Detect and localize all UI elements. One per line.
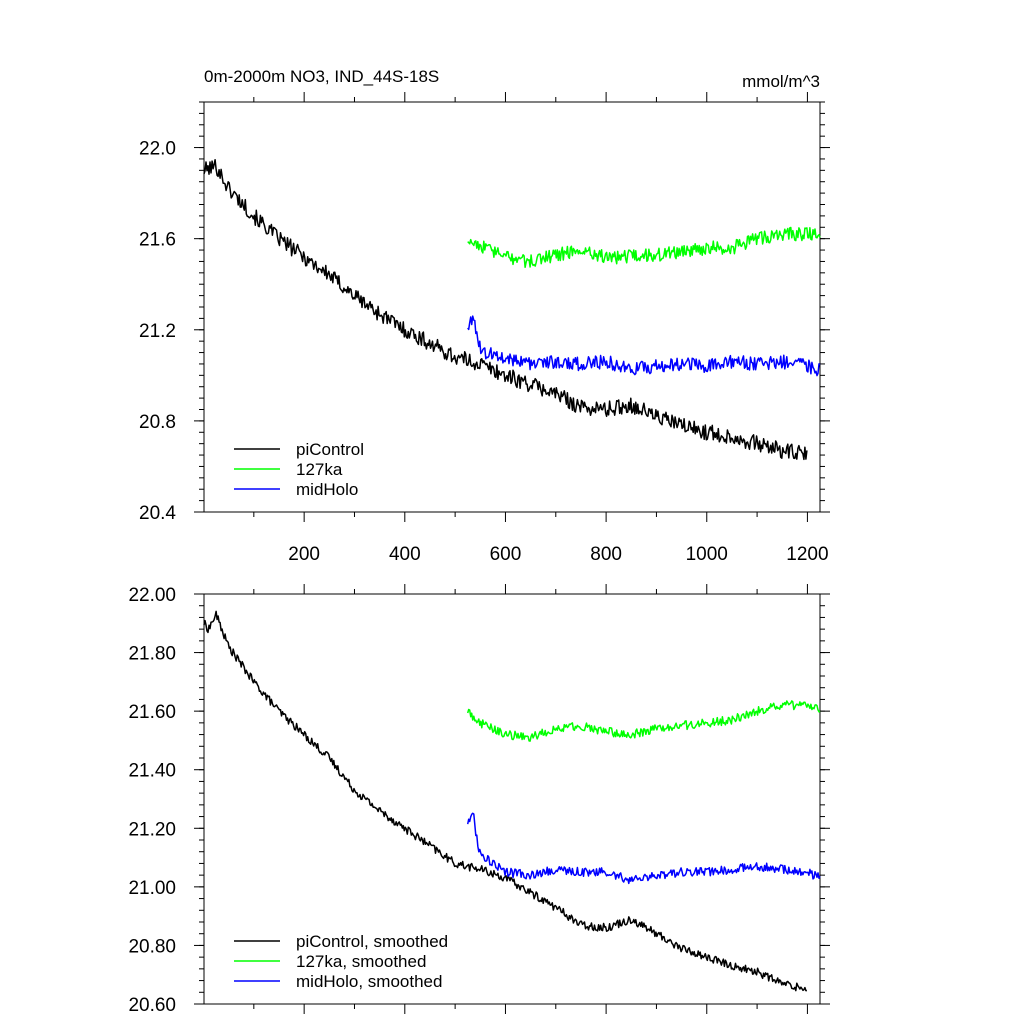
y-tick-label: 21.80 bbox=[128, 644, 176, 665]
series-line-0 bbox=[203, 610, 807, 992]
series-line-1 bbox=[467, 226, 821, 269]
legend-label: midHolo bbox=[296, 480, 358, 499]
top-panel: 0m-2000m NO3, IND_44S-18S mmol/m^3 20.4 2… bbox=[139, 67, 830, 565]
plot-frame bbox=[203, 593, 821, 1005]
x-tick-label: 800 bbox=[590, 544, 622, 565]
x-tick-label: 200 bbox=[288, 544, 320, 565]
series-line-1 bbox=[466, 700, 821, 742]
series-line-0 bbox=[203, 158, 808, 461]
x-tick-label: 600 bbox=[490, 544, 522, 565]
y-tick-label: 20.4 bbox=[139, 503, 176, 524]
x-tick-label: 400 bbox=[389, 544, 421, 565]
y-tick-label: 22.00 bbox=[128, 585, 176, 606]
chart-title: 0m-2000m NO3, IND_44S-18S bbox=[204, 67, 439, 86]
legend-label: 127ka, smoothed bbox=[296, 952, 426, 971]
y-tick-label: 20.8 bbox=[139, 412, 176, 433]
bottom-panel: 20.60 20.80 21.00 21.20 21.40 21.60 21.80 22.00… bbox=[128, 584, 830, 1016]
legend-label: 127ka bbox=[296, 460, 343, 479]
series-line-2 bbox=[467, 315, 821, 377]
y-tick-label: 21.20 bbox=[128, 819, 176, 840]
y-tick-label: 22.0 bbox=[139, 139, 176, 160]
y-tick-label: 21.6 bbox=[139, 230, 176, 251]
y-tick-label: 21.2 bbox=[139, 321, 176, 342]
y-tick-label: 20.80 bbox=[128, 936, 176, 957]
legend-label: piControl, smoothed bbox=[296, 932, 448, 951]
y-tick-label: 21.40 bbox=[128, 761, 176, 782]
y-tick-label: 20.60 bbox=[128, 995, 176, 1016]
units-label: mmol/m^3 bbox=[742, 72, 820, 91]
x-tick-label: 1200 bbox=[786, 544, 828, 565]
series-line-2 bbox=[466, 812, 821, 885]
legend-label: piControl bbox=[296, 440, 364, 459]
legend-label: midHolo, smoothed bbox=[296, 972, 442, 991]
y-tick-label: 21.00 bbox=[128, 878, 176, 899]
x-tick-label: 1000 bbox=[686, 544, 728, 565]
y-tick-label: 21.60 bbox=[128, 702, 176, 723]
